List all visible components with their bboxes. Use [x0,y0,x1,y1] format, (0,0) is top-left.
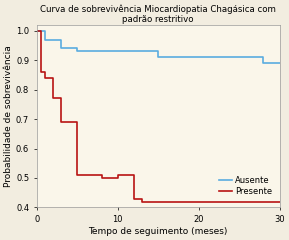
Title: Curva de sobrevivência Miocardiopatia Chagásica com padrão restritivo: Curva de sobrevivência Miocardiopatia Ch… [40,4,276,24]
Y-axis label: Probabilidade de sobrevivência: Probabilidade de sobrevivência [4,45,13,187]
X-axis label: Tempo de seguimento (meses): Tempo de seguimento (meses) [88,227,228,236]
Legend: Ausente, Presente: Ausente, Presente [216,172,275,200]
